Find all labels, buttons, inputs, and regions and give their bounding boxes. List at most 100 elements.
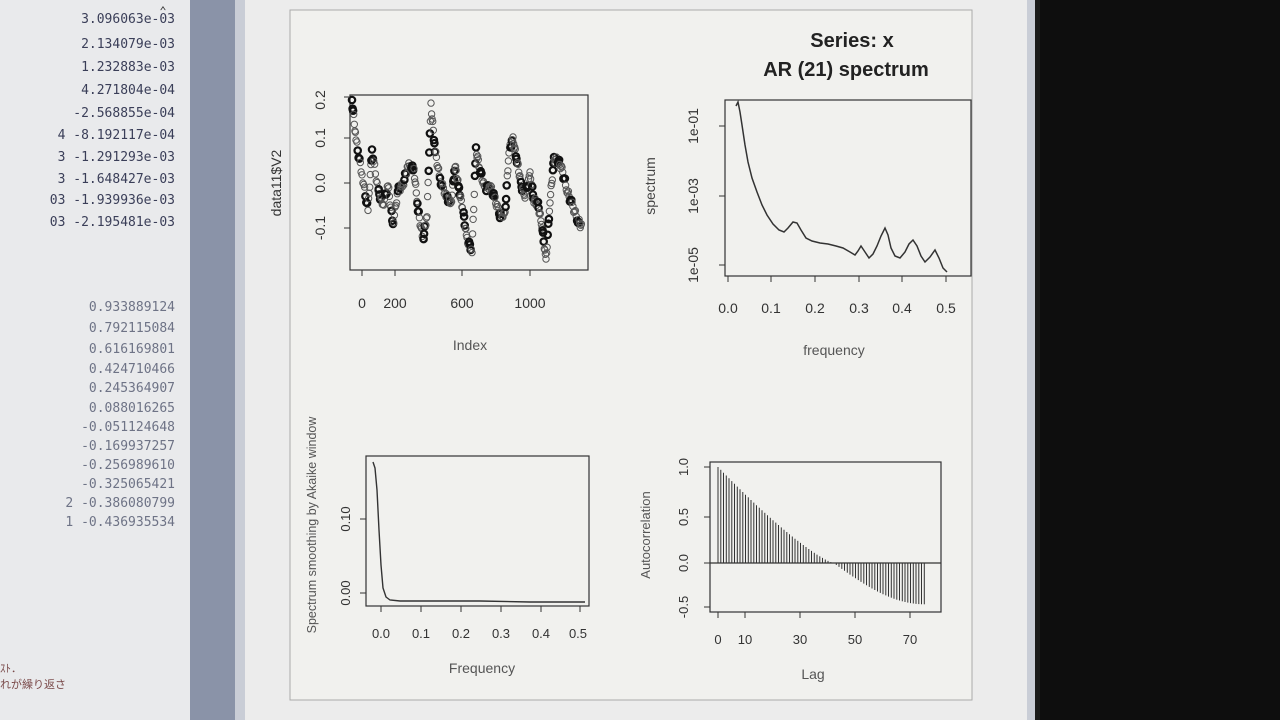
- index-point: [546, 199, 554, 207]
- index-point: [387, 203, 395, 211]
- index-point: [558, 163, 566, 171]
- y-tick-label: 0.00: [338, 580, 353, 605]
- index-point: [514, 160, 522, 169]
- index-point: [508, 136, 517, 144]
- y-tick-label: -0.1: [312, 216, 328, 240]
- console-line: 03 -2.195481e-03: [49, 215, 175, 230]
- console-line: -2.568855e-04: [73, 106, 175, 121]
- x-axis-label: frequency: [803, 342, 864, 358]
- console-pane[interactable]: ⌃ 3.096063e-03 2.134079e-03 1.232883e-03…: [0, 0, 190, 720]
- x-tick-label: 0.1: [412, 626, 430, 641]
- index-point: [468, 248, 476, 257]
- index-point: [543, 243, 551, 252]
- index-point: [542, 249, 551, 257]
- y-axis-label: data11$V2: [268, 149, 284, 216]
- x-tick-label: 70: [903, 632, 917, 647]
- index-point: [426, 117, 435, 125]
- console-line: 03 -1.939936e-03: [49, 193, 175, 208]
- index-point: [504, 167, 512, 175]
- index-point: [370, 157, 378, 165]
- smoothing-line: [372, 461, 585, 603]
- index-point: [348, 106, 358, 116]
- index-point: [467, 245, 475, 253]
- index-point: [458, 203, 467, 212]
- index-point: [350, 110, 358, 119]
- x-axis-label: Frequency: [449, 660, 515, 676]
- index-point: [471, 143, 481, 152]
- index-point: [410, 174, 419, 183]
- console-line: れが繰り返さ: [0, 678, 66, 691]
- index-point: [470, 190, 478, 199]
- index-point: [509, 140, 518, 148]
- console-line: 4 -8.192117e-04: [57, 128, 175, 143]
- x-tick-label: 0.2: [805, 300, 825, 316]
- console-line: 2 -0.386080799: [65, 496, 175, 511]
- x-tick-label: 1000: [514, 295, 545, 311]
- index-point: [526, 168, 534, 176]
- plot-title: AR (21) spectrum: [763, 59, 929, 81]
- index-point: [424, 166, 434, 176]
- chevron-up-icon[interactable]: ⌃: [159, 4, 167, 18]
- x-tick-label: 0.4: [892, 300, 912, 316]
- index-point: [366, 170, 374, 179]
- index-point: [422, 221, 430, 229]
- index-point: [457, 192, 465, 200]
- index-point: [487, 182, 495, 190]
- index-point: [474, 152, 482, 161]
- index-point: [536, 210, 544, 218]
- index-point: [420, 222, 430, 231]
- console-line: 3.096063e-03: [81, 12, 175, 27]
- index-point: [439, 184, 448, 192]
- y-tick-label: 1.0: [676, 458, 691, 476]
- index-point: [434, 164, 442, 172]
- console-line: 0.245364907: [88, 381, 175, 396]
- index-point: [432, 148, 440, 156]
- index-point: [445, 195, 454, 203]
- index-point: [427, 99, 435, 107]
- console-line: 1.232883e-03: [81, 60, 175, 75]
- x-tick-label: 0.2: [452, 626, 470, 641]
- index-point: [417, 223, 425, 231]
- plot-area: [289, 9, 973, 701]
- index-point: [360, 183, 369, 191]
- x-tick-label: 0.5: [936, 300, 956, 316]
- x-tick-label: 0: [358, 295, 366, 311]
- index-plot-points: [347, 95, 586, 263]
- x-axis-label: Lag: [801, 666, 824, 682]
- index-point: [543, 230, 553, 240]
- index-point: [504, 157, 513, 165]
- x-axis-label: Index: [453, 337, 487, 353]
- index-point: [429, 126, 437, 135]
- x-tick-label: 10: [738, 632, 752, 647]
- index-point: [366, 183, 374, 191]
- index-point: [424, 178, 432, 187]
- index-point: [408, 165, 418, 175]
- console-line: -0.169937257: [81, 439, 175, 454]
- x-tick-label: 0.1: [761, 300, 781, 316]
- index-point: [527, 182, 537, 192]
- index-point: [523, 181, 533, 191]
- index-point: [410, 164, 418, 173]
- index-point: [459, 212, 469, 221]
- index-point: [541, 250, 550, 259]
- index-point: [548, 176, 556, 184]
- console-line: 0.792115084: [88, 321, 175, 336]
- acf-bars: [717, 467, 925, 605]
- y-tick-label: 0.10: [338, 506, 353, 531]
- index-point: [489, 192, 499, 201]
- index-point: [432, 153, 441, 162]
- console-line: 3 -1.648427e-03: [57, 172, 175, 187]
- index-point: [364, 194, 373, 203]
- console-line: 0.088016265: [88, 401, 175, 416]
- acf-plot: -0.5 0.0 0.5 1.0 0 10 30 50 70 Lag Autoc…: [638, 458, 942, 682]
- index-point: [358, 171, 366, 179]
- index-point: [412, 180, 420, 188]
- index-point: [571, 206, 580, 215]
- y-axis-label: Autocorrelation: [638, 491, 653, 578]
- index-point: [371, 170, 380, 178]
- index-point: [564, 187, 573, 196]
- x-tick-label: 30: [793, 632, 807, 647]
- index-point: [451, 162, 460, 171]
- index-point: [502, 181, 512, 190]
